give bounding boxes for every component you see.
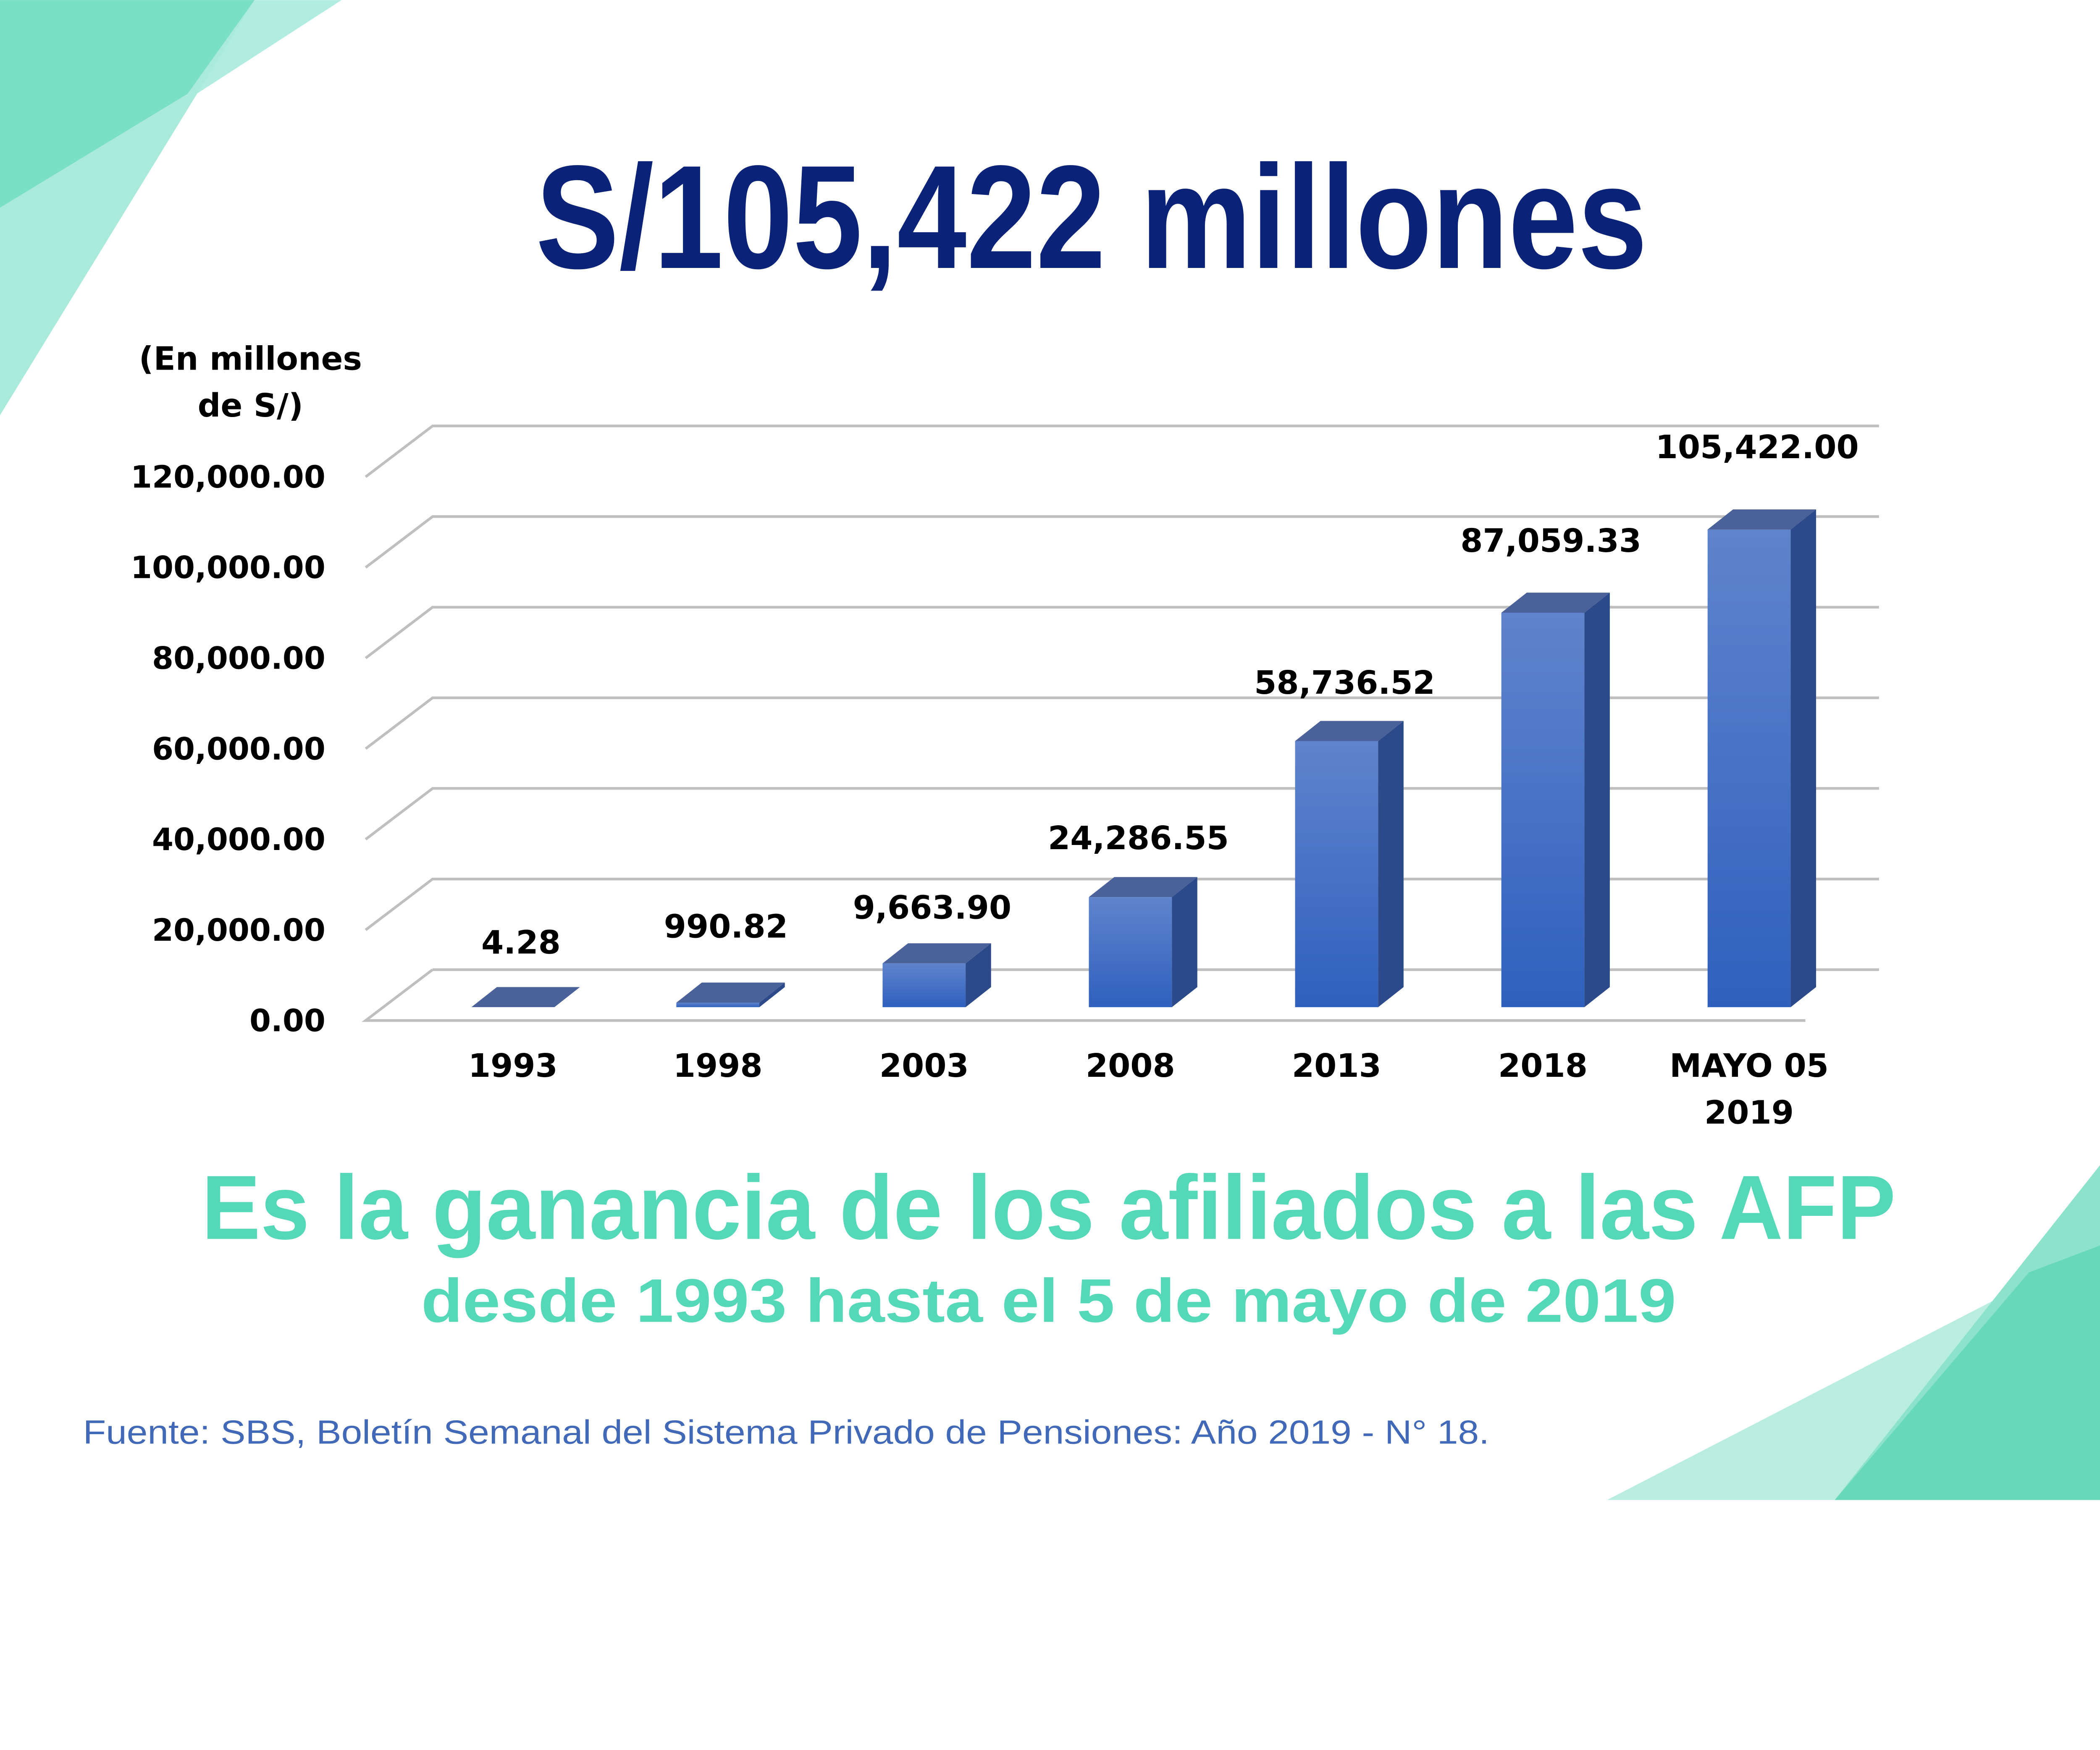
bar-mayo-05-2019 bbox=[1707, 509, 1816, 1007]
headline: S/105,422 millones bbox=[536, 135, 1648, 299]
data-label: 990.82 bbox=[664, 908, 788, 945]
bar-top bbox=[1089, 877, 1197, 897]
bar-front bbox=[676, 1002, 760, 1007]
bar-1998 bbox=[676, 982, 785, 1007]
bar-side bbox=[1378, 721, 1404, 1007]
bar-1993 bbox=[471, 987, 580, 1007]
data-label: 105,422.00 bbox=[1656, 429, 1859, 466]
bars bbox=[471, 509, 1816, 1007]
x-tick-label: 2018 bbox=[1498, 1047, 1588, 1085]
data-labels: 4.28 990.82 9,663.90 24,286.55 58,736.52 87,0… bbox=[481, 429, 1859, 962]
x-tick-label: 2013 bbox=[1292, 1047, 1381, 1085]
subtitle-main: Es la ganancia de los afiliados a las AF… bbox=[202, 1157, 1896, 1258]
bar-chart: 0.00 20,000.00 40,000.00 60,000.00 80,000.00… bbox=[131, 425, 1879, 1132]
gridline bbox=[365, 515, 1879, 569]
data-label: 58,736.52 bbox=[1254, 664, 1435, 702]
x-axis-ticks: 1993 1998 2003 2008 2013 2018 MAYO 05 2019 bbox=[468, 1047, 1829, 1132]
unit-label-line-2: de S/) bbox=[198, 387, 303, 425]
x-tick-label: MAYO 05 bbox=[1670, 1047, 1829, 1085]
bar-side bbox=[1584, 593, 1610, 1007]
bar-side bbox=[1790, 509, 1816, 1007]
y-tick-label: 0.00 bbox=[249, 1003, 326, 1039]
bar-side bbox=[966, 943, 991, 1007]
bar-top bbox=[471, 987, 580, 1007]
y-tick-label: 100,000.00 bbox=[131, 550, 326, 586]
x-tick-label: 2008 bbox=[1086, 1047, 1175, 1085]
gridline bbox=[365, 425, 1879, 478]
x-tick-label: 2019 bbox=[1704, 1094, 1794, 1132]
decor-shape bbox=[0, 0, 255, 208]
x-tick-label: 2003 bbox=[879, 1047, 969, 1085]
decor-bottom-right bbox=[1607, 1165, 2100, 1500]
data-label: 87,059.33 bbox=[1460, 522, 1641, 560]
unit-label-line-1: (En millones bbox=[139, 340, 362, 378]
bar-front bbox=[1089, 897, 1172, 1007]
data-label: 4.28 bbox=[481, 924, 561, 962]
gridlines bbox=[362, 425, 1879, 1022]
bar-top bbox=[1707, 509, 1816, 530]
bar-top bbox=[1295, 721, 1404, 741]
y-tick-label: 20,000.00 bbox=[152, 913, 326, 948]
bar-top bbox=[882, 943, 991, 963]
bar-front bbox=[882, 963, 966, 1007]
bar-front bbox=[1707, 529, 1791, 1007]
y-axis-ticks: 0.00 20,000.00 40,000.00 60,000.00 80,000.00… bbox=[131, 459, 326, 1039]
decor-shape bbox=[1835, 1245, 2100, 1500]
data-label: 24,286.55 bbox=[1048, 820, 1229, 857]
bar-front bbox=[1501, 612, 1585, 1007]
bar-2008 bbox=[1089, 877, 1197, 1007]
y-tick-label: 40,000.00 bbox=[152, 822, 326, 858]
bar-2003 bbox=[882, 943, 991, 1007]
bar-side bbox=[1172, 877, 1197, 1007]
bar-front bbox=[1295, 741, 1378, 1007]
baseline bbox=[362, 968, 1806, 1022]
bar-2013 bbox=[1295, 721, 1404, 1007]
bar-2018 bbox=[1501, 593, 1610, 1007]
x-tick-label: 1993 bbox=[468, 1047, 558, 1085]
y-tick-label: 80,000.00 bbox=[152, 641, 326, 677]
infographic: S/105,422 millones (En millones de S/) 0… bbox=[0, 0, 2100, 1500]
bar-side bbox=[759, 982, 785, 1007]
subtitle-secondary: desde 1993 hasta el 5 de mayo de 2019 bbox=[421, 1267, 1676, 1335]
bar-top bbox=[1501, 593, 1610, 613]
gridline bbox=[365, 696, 1879, 750]
data-label: 9,663.90 bbox=[853, 889, 1012, 927]
x-tick-label: 1998 bbox=[673, 1047, 763, 1085]
y-tick-label: 120,000.00 bbox=[131, 459, 326, 495]
gridline bbox=[365, 606, 1879, 659]
y-tick-label: 60,000.00 bbox=[152, 731, 326, 767]
source-note: Fuente: SBS, Boletín Semanal del Sistema… bbox=[83, 1414, 1489, 1451]
bar-top bbox=[676, 982, 785, 1003]
